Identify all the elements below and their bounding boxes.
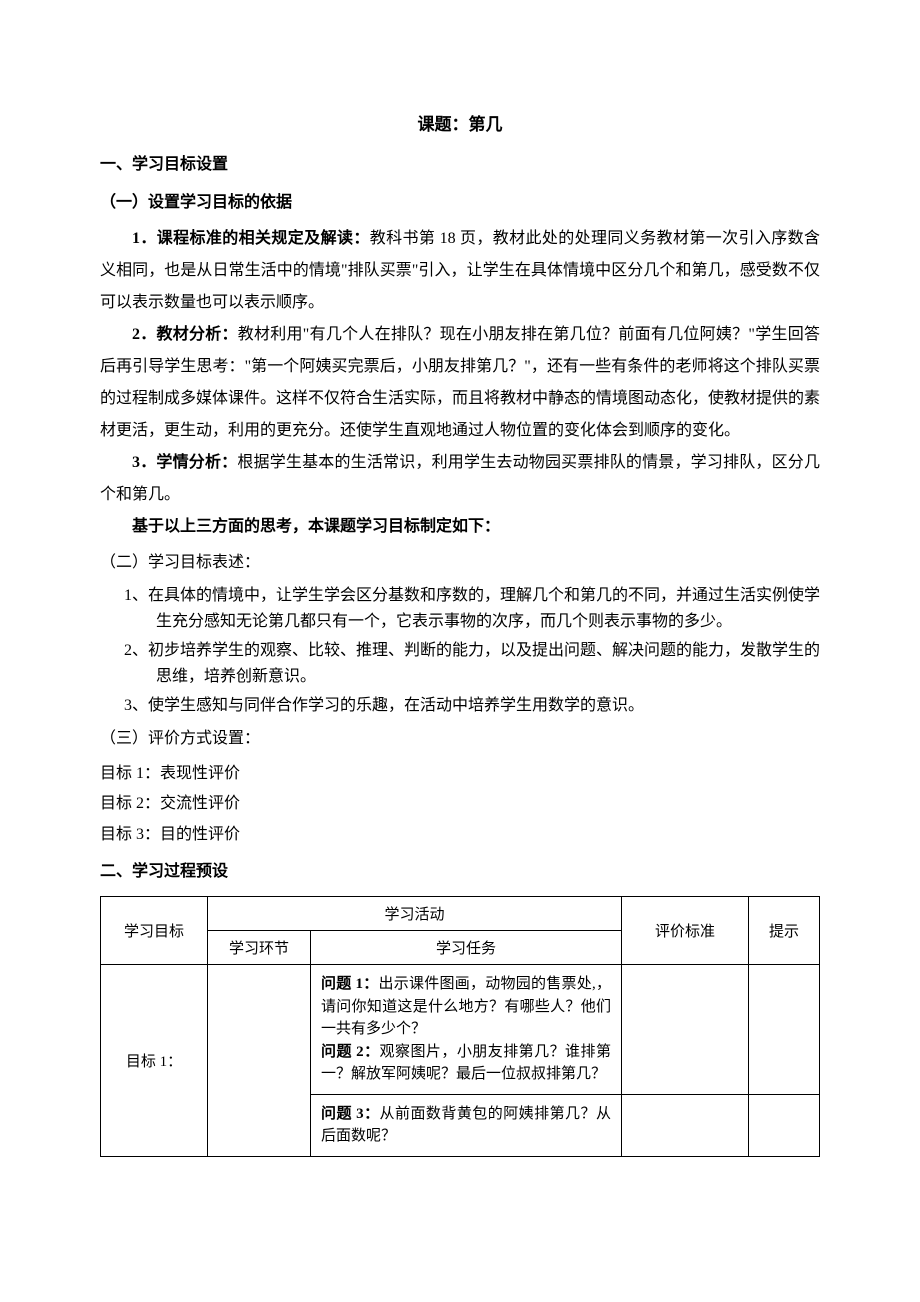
objective-1: 1、在具体的情境中，让学生学会区分基数和序数的，理解几个和第几的不同，并通过生活… [100, 583, 820, 636]
q2-label: 问题 2： [321, 1044, 380, 1060]
cell-hint-1 [749, 965, 820, 1095]
cell-goal-1: 目标 1： [101, 965, 208, 1157]
section-1-3-heading: （三）评价方式设置： [100, 723, 820, 755]
th-task: 学习任务 [311, 931, 622, 965]
th-phase: 学习环节 [208, 931, 311, 965]
document-page: 课题：第几 一、学习目标设置 （一）设置学习目标的依据 1．课程标准的相关规定及… [0, 0, 920, 1217]
eval-line-1: 目标 1：表现性评价 [100, 759, 820, 789]
section-1-1-heading: （一）设置学习目标的依据 [100, 187, 820, 219]
section-2-heading: 二、学习过程预设 [100, 856, 820, 888]
basis-3-label: 3．学情分析： [132, 454, 237, 471]
q3-label: 问题 3： [321, 1106, 380, 1122]
section-1-heading: 一、学习目标设置 [100, 149, 820, 181]
process-table: 学习目标 学习活动 评价标准 提示 学习环节 学习任务 目标 1： 问题 1：出… [100, 896, 820, 1157]
objective-2: 2、初步培养学生的观察、比较、推理、判断的能力，以及提出问题、解决问题的能力，发… [100, 638, 820, 691]
table-row: 目标 1： 问题 1：出示课件图画，动物园的售票处,，请问你知道这是什么地方？有… [101, 965, 820, 1095]
cell-eval-2 [622, 1094, 749, 1156]
table-header-row-1: 学习目标 学习活动 评价标准 提示 [101, 897, 820, 931]
basis-2-label: 2．教材分析： [132, 326, 238, 343]
section-1-2-heading: （二）学习目标表述： [100, 547, 820, 579]
q1-label: 问题 1： [321, 976, 379, 992]
th-hint: 提示 [749, 897, 820, 965]
basis-conclude: 基于以上三方面的思考，本课题学习目标制定如下： [100, 511, 820, 543]
basis-1-label: 1．课程标准的相关规定及解读： [132, 230, 370, 247]
basis-item-3: 3．学情分析：根据学生基本的生活常识，利用学生去动物园买票排队的情景，学习排队，… [100, 447, 820, 511]
th-eval: 评价标准 [622, 897, 749, 965]
cell-task-q3: 问题 3：从前面数背黄包的阿姨排第几？从后面数呢？ [311, 1094, 622, 1156]
eval-line-2: 目标 2：交流性评价 [100, 789, 820, 819]
th-goal: 学习目标 [101, 897, 208, 965]
basis-item-2: 2．教材分析：教材利用"有几个人在排队？现在小朋友排在第几位？前面有几位阿姨？"… [100, 319, 820, 447]
page-title: 课题：第几 [100, 110, 820, 135]
objective-list: 1、在具体的情境中，让学生学会区分基数和序数的，理解几个和第几的不同，并通过生活… [100, 583, 820, 719]
cell-eval-1 [622, 965, 749, 1095]
cell-task-q1q2: 问题 1：出示课件图画，动物园的售票处,，请问你知道这是什么地方？有哪些人？他们… [311, 965, 622, 1095]
cell-hint-2 [749, 1094, 820, 1156]
basis-item-1: 1．课程标准的相关规定及解读：教科书第 18 页，教材此处的处理同义务教材第一次… [100, 223, 820, 319]
objective-3: 3、使学生感知与同伴合作学习的乐趣，在活动中培养学生用数学的意识。 [100, 693, 820, 719]
eval-line-3: 目标 3：目的性评价 [100, 820, 820, 850]
th-activity: 学习活动 [208, 897, 622, 931]
cell-phase-1 [208, 965, 311, 1157]
